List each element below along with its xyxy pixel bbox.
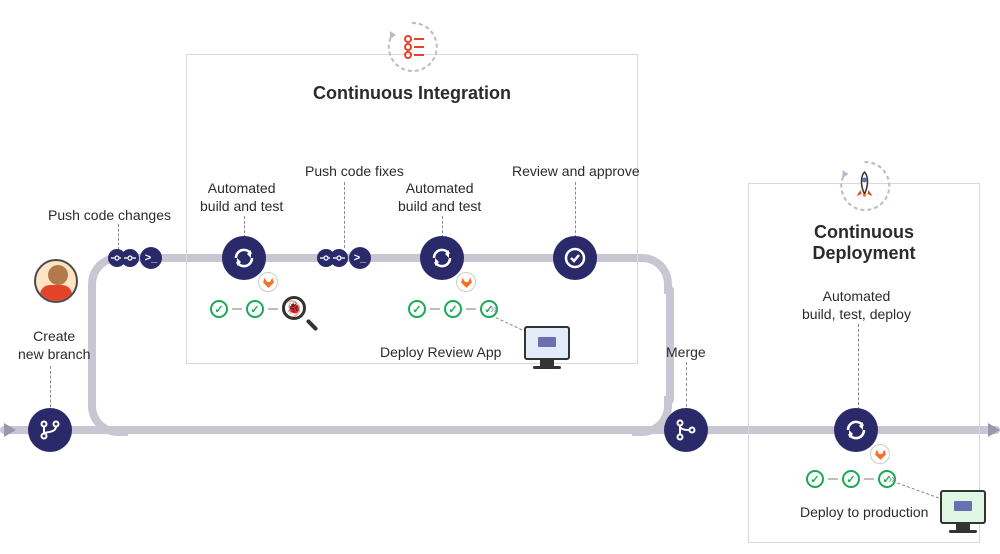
label-build-deploy: Automated build, test, deploy xyxy=(802,288,911,323)
gitlab-badge-2 xyxy=(456,272,476,292)
node-push-changes-terminal: >_ xyxy=(140,247,162,269)
node-build-test-2 xyxy=(420,236,464,280)
gitlab-badge-3 xyxy=(870,444,890,464)
chevrons-icon: » xyxy=(888,471,893,486)
check-circle-icon xyxy=(563,246,587,270)
dot-create-branch xyxy=(50,366,51,412)
status-ok-icon: ✓ xyxy=(842,470,860,488)
status-row-2: ✓ ✓ ✓ xyxy=(408,300,498,318)
arrow-main-end xyxy=(988,423,1000,437)
panel-cd: Continuous Deployment xyxy=(748,183,980,543)
label-merge: Merge xyxy=(666,344,706,362)
node-push-changes-commit-2 xyxy=(121,249,139,267)
node-merge xyxy=(664,408,708,452)
chevrons-icon: » xyxy=(490,301,495,316)
cycle-icon xyxy=(844,418,868,442)
status-ok-icon: ✓ xyxy=(246,300,264,318)
panel-ci-title: Continuous Integration xyxy=(313,83,511,104)
production-monitor-icon xyxy=(940,490,986,533)
node-build-test-1 xyxy=(222,236,266,280)
dot-push-fixes xyxy=(344,182,345,248)
dot-push-changes xyxy=(118,224,119,250)
dot-build-test-2 xyxy=(442,216,443,238)
bug-magnifier-icon: 🐞 xyxy=(282,296,312,326)
status-ok-icon: ✓ xyxy=(408,300,426,318)
ci-header-icon xyxy=(382,17,442,77)
label-deploy-review: Deploy Review App xyxy=(380,344,501,362)
label-create-branch: Create new branch xyxy=(18,328,90,363)
cycle-icon xyxy=(232,246,256,270)
review-app-monitor-icon xyxy=(524,326,570,369)
node-create-branch xyxy=(28,408,72,452)
cd-header-icon xyxy=(834,156,894,216)
panel-cd-title: Continuous Deployment xyxy=(807,222,922,264)
branch-icon xyxy=(38,418,62,442)
label-build-test-2: Automated build and test xyxy=(398,180,481,215)
dot-review-approve xyxy=(575,182,576,238)
status-ok-icon: ✓ xyxy=(806,470,824,488)
status-ok-icon: ✓ xyxy=(878,470,896,488)
status-ok-icon: ✓ xyxy=(444,300,462,318)
status-ok-icon: ✓ xyxy=(210,300,228,318)
label-build-test-1: Automated build and test xyxy=(200,180,283,215)
dot-merge xyxy=(686,362,687,412)
dot-build-deploy xyxy=(858,324,859,410)
arrow-main-start xyxy=(4,423,16,437)
node-push-fixes-commit-2 xyxy=(330,249,348,267)
terminal-icon: >_ xyxy=(354,252,367,264)
label-review-approve: Review and approve xyxy=(512,163,640,181)
node-push-fixes-terminal: >_ xyxy=(349,247,371,269)
cycle-icon xyxy=(430,246,454,270)
node-build-deploy xyxy=(834,408,878,452)
gitlab-badge-1 xyxy=(258,272,278,292)
dot-build-test-1 xyxy=(244,216,245,238)
terminal-icon: >_ xyxy=(145,252,158,264)
status-ok-icon: ✓ xyxy=(480,300,498,318)
label-push-fixes: Push code fixes xyxy=(305,163,404,181)
user-avatar xyxy=(34,259,78,303)
label-deploy-prod: Deploy to production xyxy=(800,504,928,522)
panel-cd-header: Continuous Deployment xyxy=(807,156,922,264)
merge-icon xyxy=(674,418,698,442)
label-push-changes: Push code changes xyxy=(48,207,171,225)
node-review-approve xyxy=(553,236,597,280)
panel-ci-header: Continuous Integration xyxy=(313,17,511,104)
status-row-3: ✓ ✓ ✓ xyxy=(806,470,896,488)
